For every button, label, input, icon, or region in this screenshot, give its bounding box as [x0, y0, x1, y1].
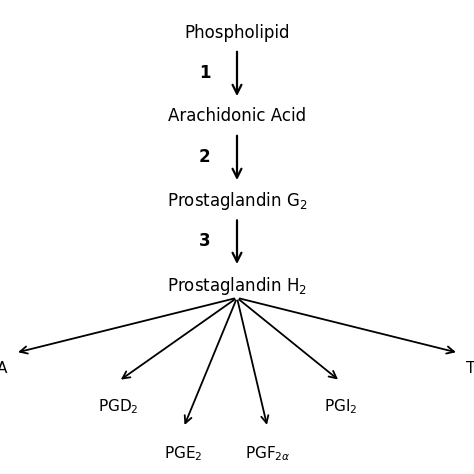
Text: PGE$_2$: PGE$_2$: [164, 444, 203, 463]
Text: 2: 2: [199, 148, 210, 166]
Text: Prostaglandin H$_2$: Prostaglandin H$_2$: [167, 275, 307, 297]
Text: Phospholipid: Phospholipid: [184, 25, 290, 43]
Text: Prostaglandin G$_2$: Prostaglandin G$_2$: [167, 190, 307, 212]
Text: PGF$_{2\alpha}$: PGF$_{2\alpha}$: [245, 444, 291, 463]
Text: PGI$_2$: PGI$_2$: [324, 398, 357, 417]
Text: 3: 3: [199, 232, 210, 250]
Text: PGD$_2$: PGD$_2$: [98, 398, 139, 417]
Text: 1: 1: [199, 64, 210, 82]
Text: Arachidonic Acid: Arachidonic Acid: [168, 107, 306, 125]
Text: IDA: IDA: [0, 361, 8, 376]
Text: TxA: TxA: [466, 361, 474, 376]
